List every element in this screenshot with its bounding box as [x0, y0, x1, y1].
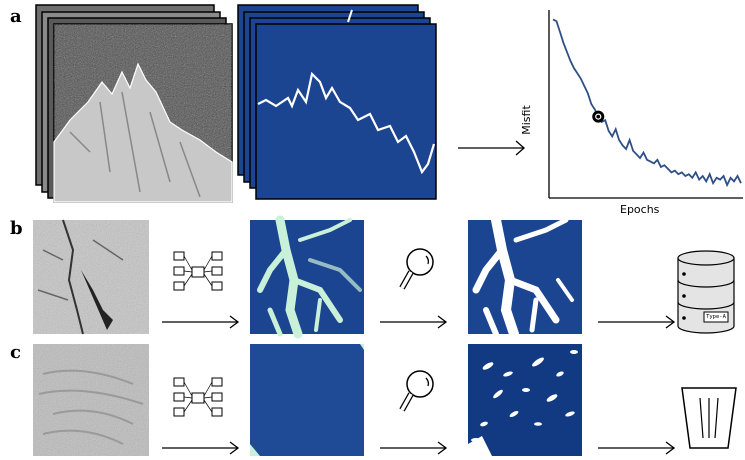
arrow-b-1	[162, 315, 240, 329]
arrow-c-2	[380, 441, 448, 455]
current-epoch-marker-inner	[595, 113, 602, 120]
prediction-map-c	[250, 344, 364, 456]
current-epoch-marker	[592, 110, 605, 123]
panel-b-label: b	[10, 218, 23, 239]
arrow-to-chart	[458, 140, 525, 156]
neural-network-icon-b	[173, 251, 223, 291]
magnifier-icon-c	[399, 370, 434, 412]
chart-y-axis-label: Misfit	[520, 105, 533, 135]
prediction-map-b	[250, 215, 364, 339]
sem-image-stack	[35, 4, 233, 203]
misfit-chart	[548, 10, 743, 199]
magnifier-icon-b	[399, 248, 434, 290]
binary-mask-b	[468, 215, 582, 339]
neural-network-icon-c	[173, 377, 223, 417]
misfit-series-line	[552, 18, 742, 188]
database-tag: Type-A	[706, 314, 726, 320]
panel-c-label: c	[10, 342, 21, 363]
database-icon: Type-A	[676, 250, 736, 334]
arrow-c-1	[162, 441, 240, 455]
mask-stack	[237, 4, 437, 200]
arrow-b-2	[380, 315, 448, 329]
trash-bin-icon	[681, 387, 737, 449]
arrow-b-3	[598, 315, 676, 329]
sem-crop-b	[33, 219, 149, 335]
sem-image-front	[53, 23, 233, 203]
arrow-c-3	[598, 441, 676, 455]
binary-mask-c	[468, 344, 582, 456]
panel-a-label: a	[10, 6, 22, 27]
chart-x-axis-label: Epochs	[620, 203, 660, 216]
mask-front	[255, 9, 437, 200]
sem-crop-c	[33, 344, 149, 456]
